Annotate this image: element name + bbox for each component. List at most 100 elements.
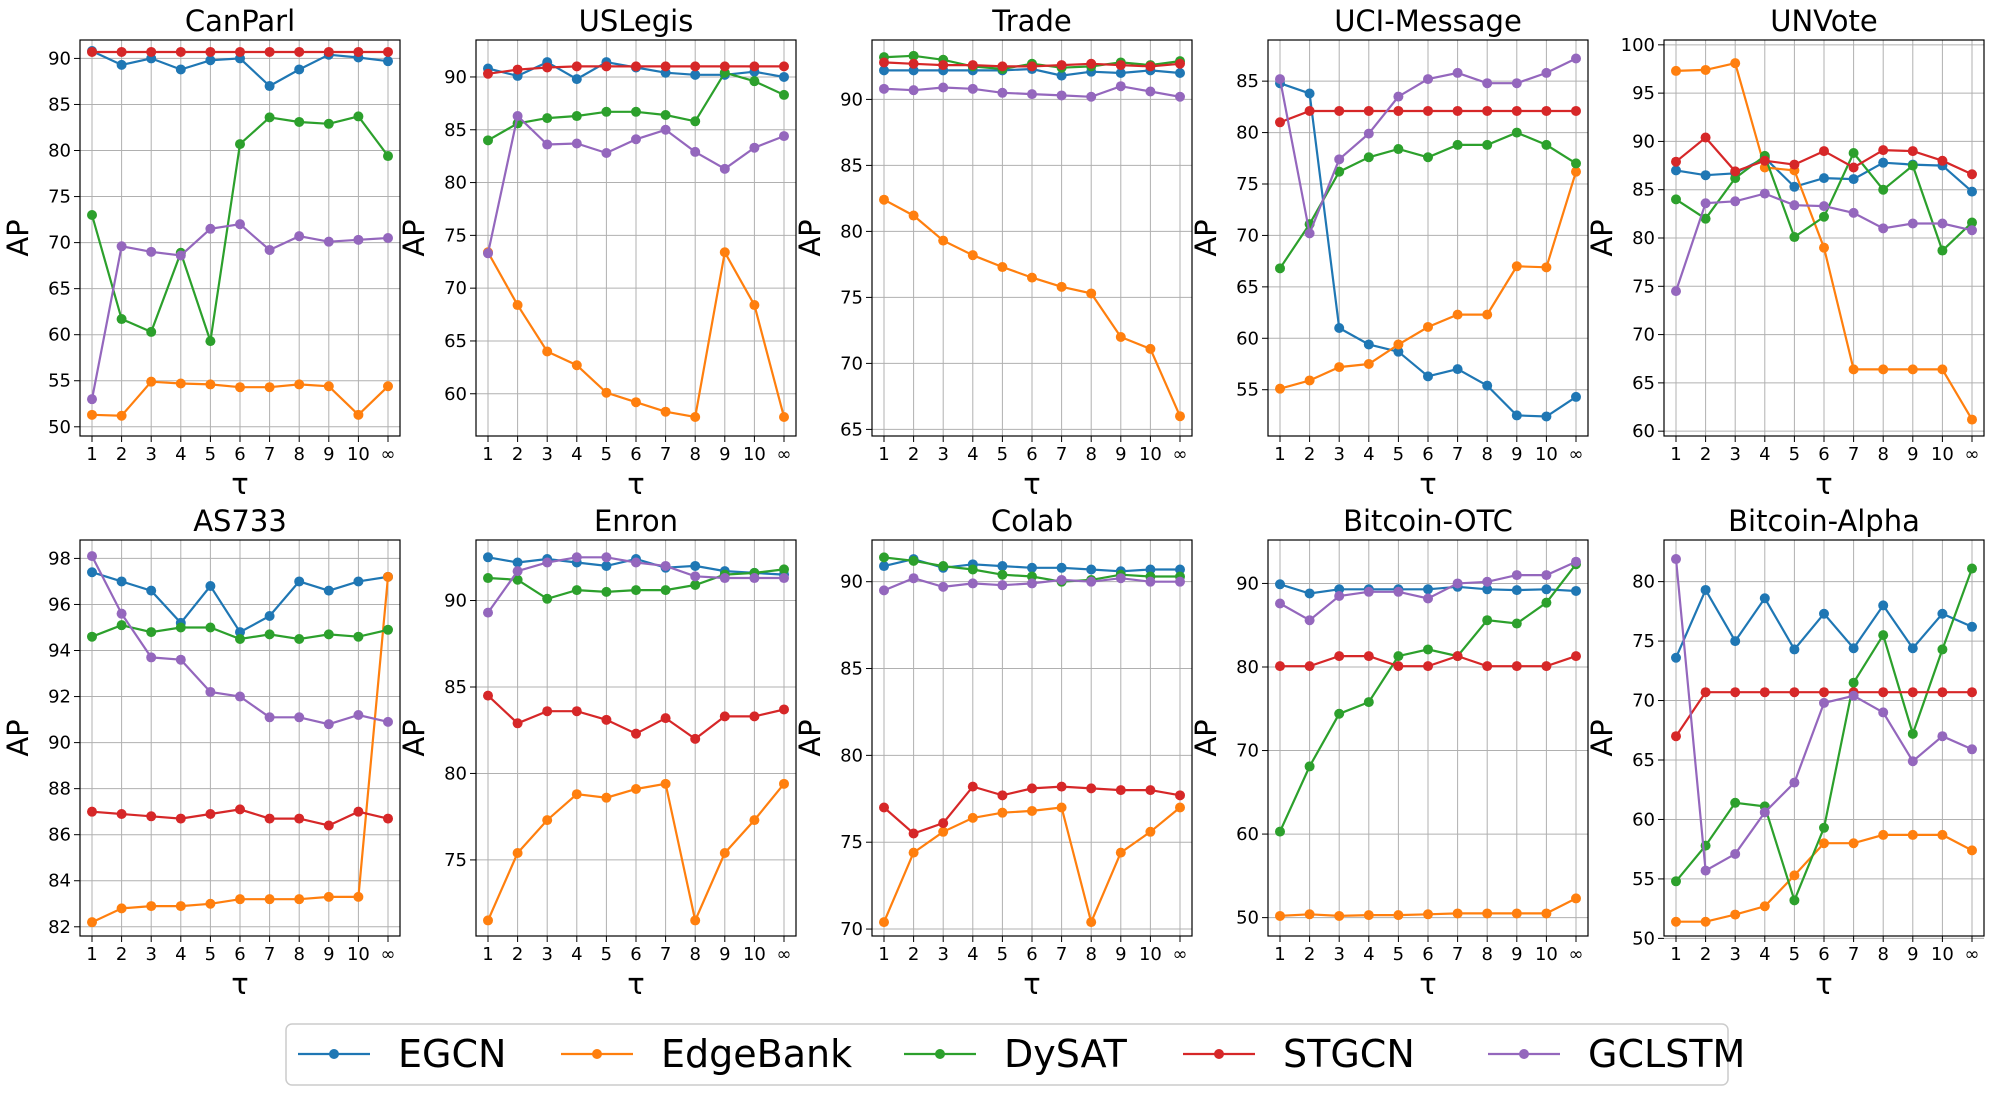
data-point-stgcn — [938, 60, 949, 71]
y-tick-label: 80 — [444, 763, 467, 784]
x-axis-label: τ — [231, 967, 248, 1001]
legend-swatch-marker — [592, 1049, 602, 1059]
data-point-gclstm — [1937, 731, 1948, 742]
panel-as733: 1 2 3 4 5 6 7 8 9 10 ∞ 82 84 86 88 90 92 94 96 98 AS733 τ AP — [1, 504, 401, 1001]
data-point-egcn — [1967, 621, 1977, 632]
data-point-gclstm — [908, 573, 919, 584]
x-tick-label: 2 — [1304, 944, 1315, 965]
data-point-stgcn — [967, 60, 978, 71]
data-point-stgcn — [1671, 156, 1681, 167]
data-point-stgcn — [116, 808, 127, 819]
data-point-edgebank — [1175, 802, 1185, 813]
x-tick-label: 8 — [1877, 944, 1888, 965]
data-point-edgebank — [749, 815, 760, 826]
data-point-gclstm — [1175, 576, 1185, 587]
y-tick-label: 70 — [1236, 225, 1259, 246]
legend-label: STGCN — [1283, 1032, 1415, 1076]
x-tick-label: 6 — [1026, 944, 1037, 965]
x-tick-label: 7 — [264, 444, 275, 465]
x-tick-label: 7 — [660, 444, 671, 465]
legend-label: EdgeBank — [661, 1032, 852, 1076]
x-axis-label: τ — [627, 467, 644, 501]
data-point-gclstm — [779, 573, 789, 584]
data-point-dysat — [1907, 728, 1918, 739]
data-point-stgcn — [967, 781, 978, 792]
data-point-gclstm — [1967, 744, 1977, 755]
y-tick-label: 96 — [48, 594, 71, 615]
data-point-gclstm — [1541, 570, 1552, 581]
data-point-stgcn — [908, 828, 919, 839]
data-point-stgcn — [997, 790, 1008, 801]
x-tick-label: 4 — [1363, 944, 1374, 965]
data-point-stgcn — [1175, 790, 1185, 801]
data-point-edgebank — [1145, 343, 1156, 354]
data-point-edgebank — [294, 379, 305, 390]
data-point-egcn — [353, 576, 364, 587]
data-point-gclstm — [1511, 78, 1522, 89]
data-point-egcn — [1700, 584, 1711, 595]
data-point-gclstm — [353, 709, 364, 720]
x-tick-label: 1 — [482, 444, 493, 465]
data-point-stgcn — [1056, 60, 1067, 71]
data-point-egcn — [1482, 380, 1493, 391]
data-point-gclstm — [264, 712, 275, 723]
data-point-gclstm — [1086, 91, 1097, 102]
data-point-edgebank — [146, 376, 157, 387]
data-point-egcn — [879, 561, 889, 572]
data-point-egcn — [1541, 584, 1552, 595]
y-tick-label: 75 — [1632, 631, 1655, 652]
data-point-egcn — [483, 552, 493, 563]
data-point-gclstm — [175, 250, 186, 261]
x-tick-label: 4 — [1759, 944, 1770, 965]
data-point-stgcn — [294, 46, 305, 57]
panel-unvote: 1 2 3 4 5 6 7 8 9 10 ∞ 60 65 70 75 80 85 90 95 100 UNVote τ AP — [1585, 4, 1985, 501]
data-point-dysat — [1789, 232, 1800, 243]
y-tick-label: 90 — [444, 67, 467, 88]
data-point-gclstm — [908, 85, 919, 96]
panel-title: UNVote — [1770, 4, 1877, 38]
x-tick-label: 2 — [1304, 444, 1315, 465]
data-point-edgebank — [205, 379, 216, 390]
x-tick-label: 10 — [1535, 944, 1558, 965]
legend-label: GCLSTM — [1588, 1032, 1745, 1076]
data-point-dysat — [116, 620, 127, 631]
data-point-gclstm — [779, 131, 789, 142]
data-point-gclstm — [323, 719, 334, 730]
data-point-stgcn — [601, 714, 612, 725]
data-point-dysat — [1334, 708, 1345, 719]
data-point-egcn — [1541, 411, 1552, 422]
legend-frame — [285, 1023, 1729, 1086]
data-point-egcn — [1482, 584, 1493, 595]
y-tick-label: 80 — [48, 141, 71, 162]
y-tick-label: 80 — [1236, 657, 1259, 678]
data-point-egcn — [1819, 173, 1829, 184]
data-point-edgebank — [690, 915, 701, 926]
data-point-stgcn — [1511, 105, 1522, 116]
data-point-edgebank — [779, 778, 789, 789]
panel-title: CanParl — [185, 4, 295, 38]
data-point-gclstm — [997, 580, 1008, 591]
data-point-dysat — [512, 574, 523, 585]
data-point-egcn — [1759, 593, 1770, 604]
data-point-dysat — [1967, 563, 1977, 574]
data-point-stgcn — [542, 706, 553, 717]
y-tick-label: 85 — [1632, 180, 1655, 201]
data-point-edgebank — [938, 826, 949, 837]
data-point-dysat — [323, 118, 334, 129]
data-point-gclstm — [719, 163, 730, 174]
data-point-stgcn — [1423, 661, 1433, 672]
data-point-gclstm — [1304, 615, 1315, 626]
data-point-dysat — [542, 593, 553, 604]
y-tick-label: 90 — [1236, 573, 1259, 594]
data-point-dysat — [205, 336, 216, 347]
data-point-egcn — [997, 561, 1008, 572]
data-point-egcn — [323, 585, 334, 596]
x-tick-label: ∞ — [381, 944, 396, 965]
data-point-stgcn — [1541, 105, 1552, 116]
data-point-egcn — [1056, 562, 1067, 573]
x-tick-label: 9 — [1511, 444, 1522, 465]
data-point-egcn — [512, 557, 523, 568]
data-point-stgcn — [779, 61, 789, 72]
data-point-dysat — [1334, 166, 1345, 177]
